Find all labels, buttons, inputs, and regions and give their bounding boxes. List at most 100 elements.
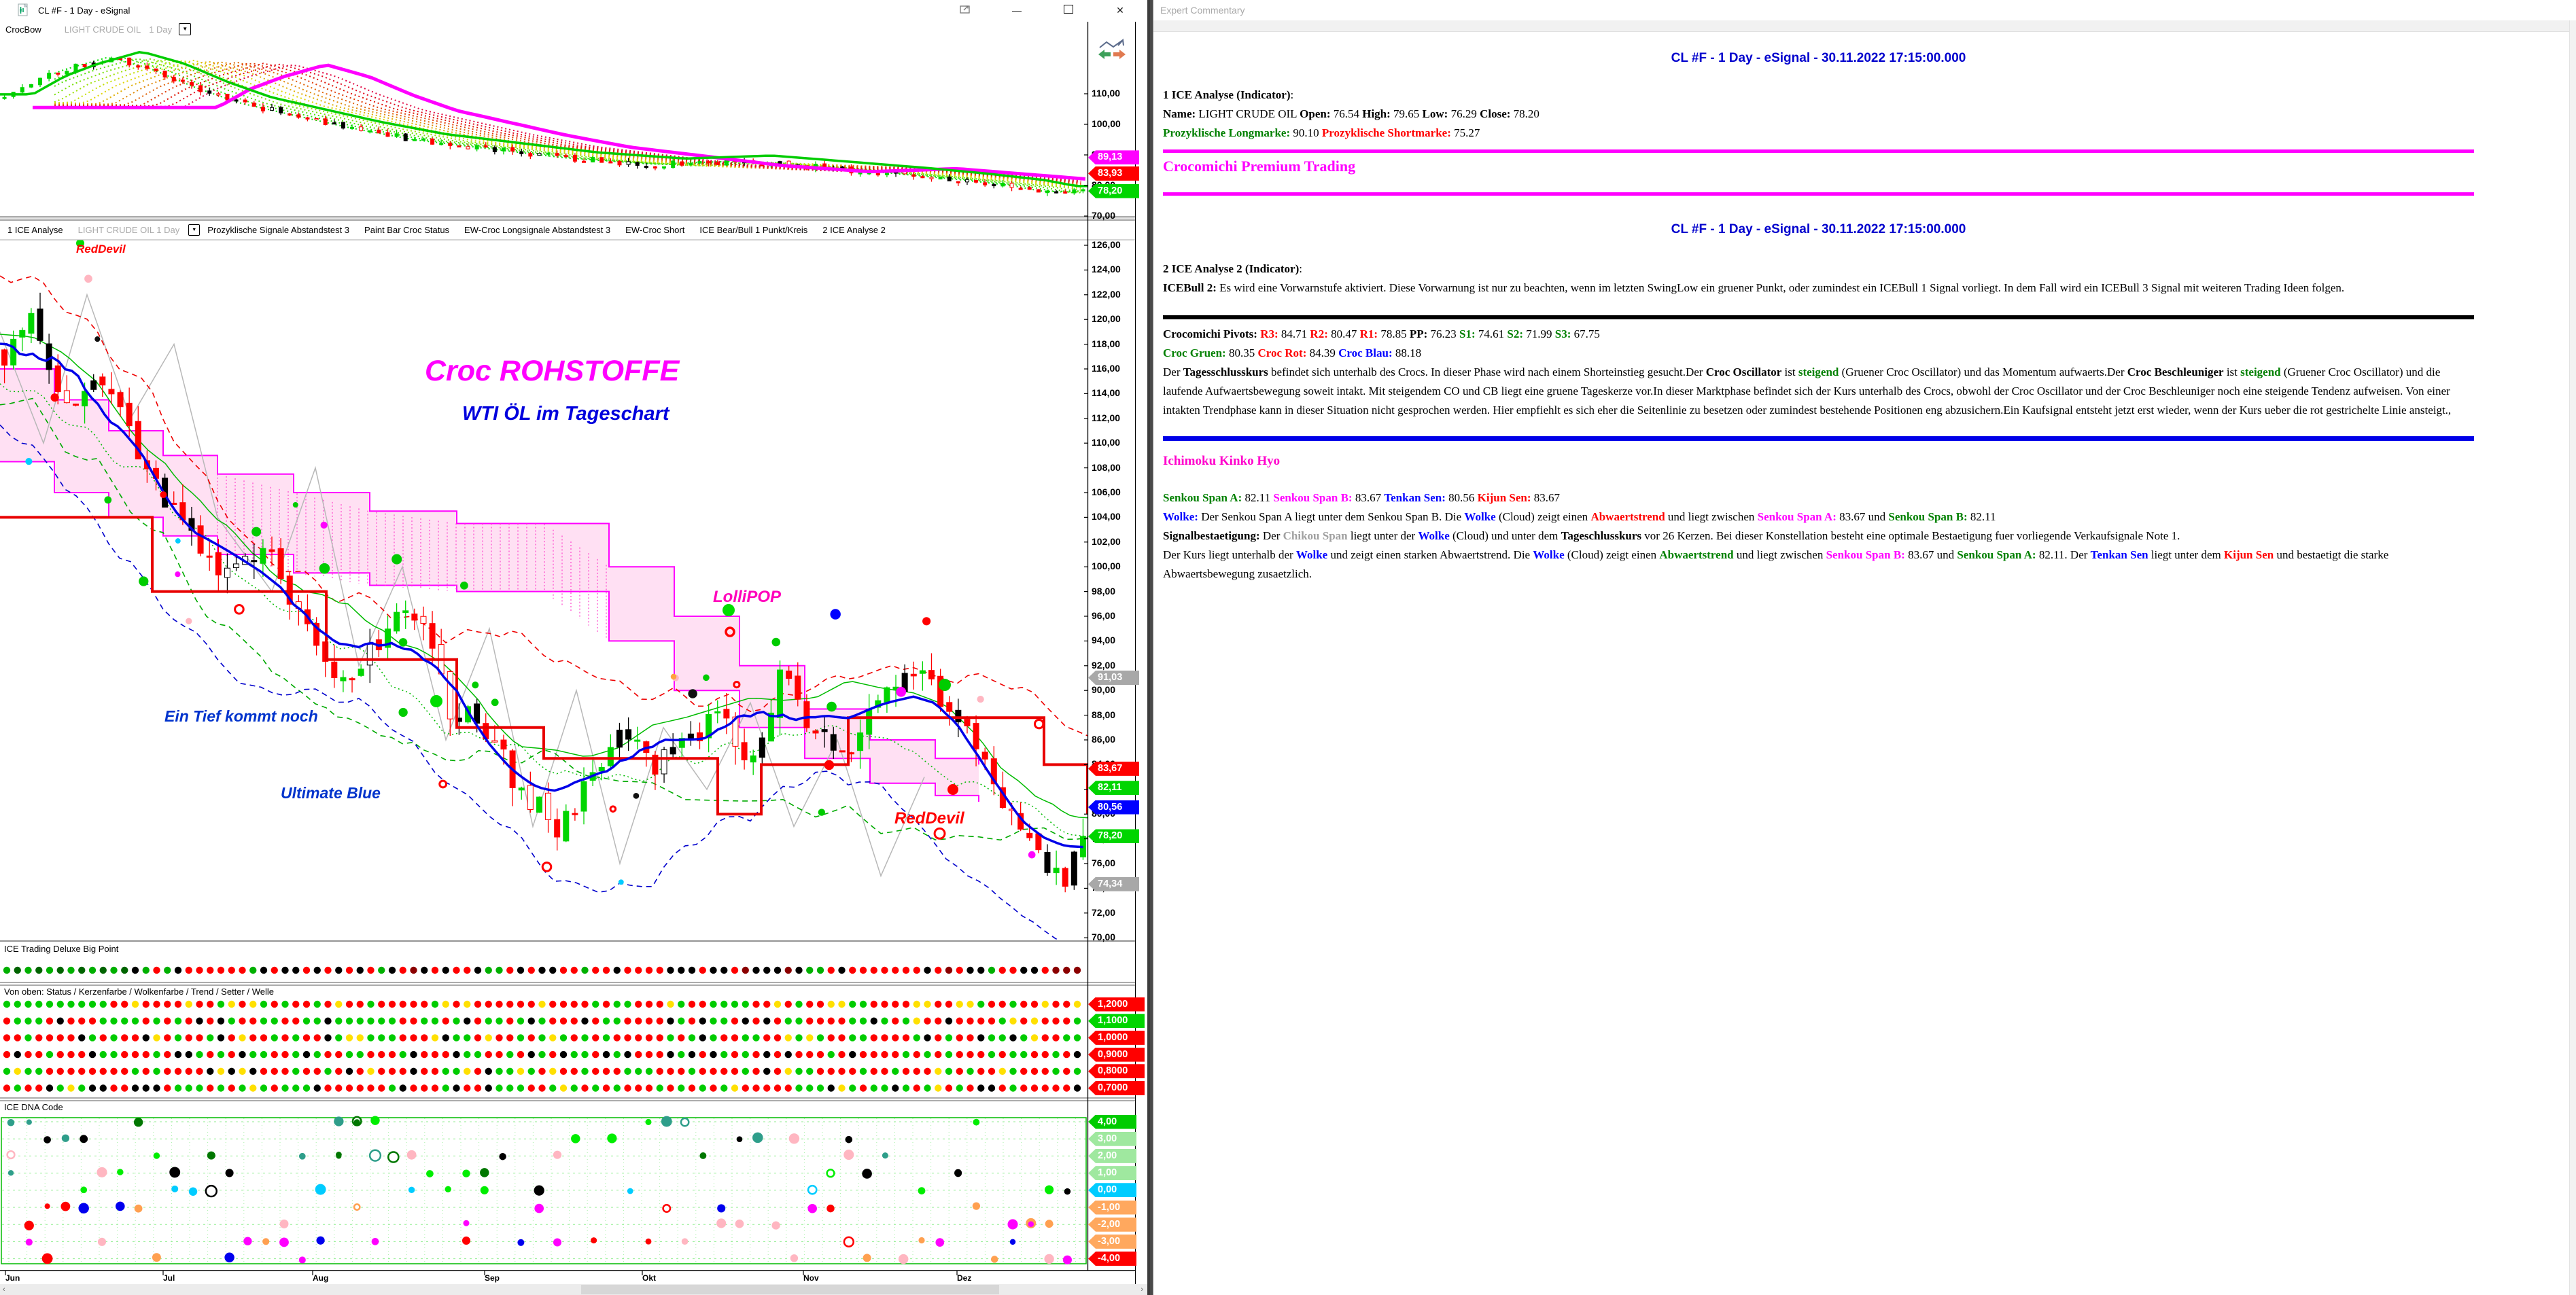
tab-ew-croc-short[interactable]: EW-Croc Short	[625, 225, 685, 235]
main-chart	[0, 240, 1087, 941]
chart-annotation: Ein Tief kommt noch	[164, 707, 318, 725]
tab-ew-croc-longsignale-abstandstest-3[interactable]: EW-Croc Longsignale Abstandstest 3	[464, 225, 611, 235]
minimize-button[interactable]: —	[1009, 2, 1025, 18]
axis-tick-label: 94,00	[1092, 635, 1116, 646]
scroll-right-arrow[interactable]: ›	[1141, 1285, 1143, 1294]
blue-divider	[1163, 436, 2474, 441]
axis-tick-label: 116,00	[1092, 363, 1121, 374]
tab-prozyklische-signale-abstandstest-3[interactable]: Prozyklische Signale Abstandstest 3	[207, 225, 350, 235]
price-badge: 2,00	[1088, 1148, 1136, 1163]
scrollbar-thumb[interactable]	[581, 1285, 999, 1294]
tab-1-ice-analyse[interactable]: 1 ICE Analyse	[7, 225, 63, 235]
chart-annotation: RedDevil	[894, 809, 965, 828]
von-oben-dot-row	[3, 1034, 1081, 1042]
scroll-left-arrow[interactable]: ‹	[3, 1285, 5, 1294]
chart-window-title: CL #F - 1 Day - eSignal	[38, 5, 130, 16]
axis-tick-label: 118,00	[1092, 338, 1121, 349]
price-badge: 0,9000	[1088, 1047, 1145, 1062]
price-badge: 1,0000	[1088, 1030, 1145, 1045]
chart-annotation: LolliPOP	[713, 588, 782, 606]
ice2-title: 2 ICE Analyse 2 (Indicator):	[1163, 262, 1302, 275]
premium-title: Crocomichi Premium Trading	[1163, 158, 1356, 175]
month-label-nov: Nov	[803, 1273, 819, 1283]
axis-tick-label: 102,00	[1092, 535, 1121, 547]
commentary-content: CL #F - 1 Day - eSignal - 30.11.2022 17:…	[1153, 31, 2576, 584]
close-button[interactable]: ✕	[1112, 2, 1128, 18]
price-badge: 82,11	[1088, 781, 1139, 796]
price-badge: 83,67	[1088, 761, 1139, 776]
magenta-divider-2	[1163, 192, 2474, 196]
axis-tick-label: 106,00	[1092, 486, 1121, 497]
axis-tick-label: 124,00	[1092, 264, 1121, 275]
icebull-paragraph: ICEBull 2: Es wird eine Vorwarnstufe akt…	[1163, 281, 2345, 294]
axis-tick-label: 112,00	[1092, 412, 1121, 423]
month-label-aug: Aug	[313, 1273, 329, 1283]
von-oben-dot-row	[3, 1017, 1081, 1025]
price-badge: -3,00	[1088, 1234, 1136, 1249]
popout-button[interactable]	[957, 2, 973, 18]
von-oben-dot-row	[3, 1084, 1081, 1092]
price-badge: 1,2000	[1088, 997, 1145, 1012]
horizontal-scrollbar[interactable]: ‹ ›	[0, 1284, 1147, 1295]
tab-ice-bear-bull-1-punkt-kreis[interactable]: ICE Bear/Bull 1 Punkt/Kreis	[699, 225, 808, 235]
price-badge: 80,56	[1088, 800, 1139, 815]
marke-line: Prozyklische Longmarke: 90.10 Prozyklisc…	[1163, 126, 1480, 139]
commentary-toolbar	[1153, 20, 2576, 32]
axis-tick-label: 126,00	[1092, 239, 1121, 250]
axis-tick-label: 76,00	[1092, 857, 1116, 868]
price-badge: 83,93	[1088, 166, 1139, 181]
chart-annotation: RedDevil	[76, 243, 126, 255]
interval-dropdown[interactable]: ▼	[179, 23, 192, 35]
axis-tick-label: 88,00	[1092, 709, 1116, 720]
axis-tick-label: 92,00	[1092, 659, 1116, 671]
price-badge: 0,00	[1088, 1183, 1136, 1198]
indicator-tab-row: 1 ICE Analyse LIGHT CRUDE OIL 1 Day ▼ Prozy…	[0, 221, 1086, 239]
axis-tick-label: 70,00	[1092, 210, 1116, 221]
maximize-button[interactable]	[1060, 2, 1077, 18]
price-badge: -4,00	[1088, 1252, 1136, 1266]
black-divider	[1163, 315, 2474, 319]
tab-2-ice-analyse-2[interactable]: 2 ICE Analyse 2	[822, 225, 886, 235]
price-badge: 1,00	[1088, 1166, 1136, 1181]
magenta-divider-1	[1163, 149, 2474, 153]
chart-annotation: Croc ROHSTOFFE	[425, 355, 680, 387]
crocbow-indicator-label: CrocBow	[5, 24, 41, 35]
month-label-jul: Jul	[163, 1273, 175, 1283]
commentary-header-2: CL #F - 1 Day - eSignal - 30.11.2022 17:…	[1671, 222, 1966, 236]
commentary-titlebar: Expert Commentary	[1153, 0, 2576, 20]
price-badge: 4,00	[1088, 1114, 1136, 1129]
tab-light-crude-oil-1-day[interactable]: LIGHT CRUDE OIL 1 Day	[77, 225, 180, 235]
croc-levels-line: Croc Gruen: 80.35 Croc Rot: 84.39 Croc B…	[1163, 347, 1422, 359]
commentary-title: Expert Commentary	[1160, 5, 1245, 16]
axis-tick-label: 96,00	[1092, 610, 1116, 621]
price-badge: 89,13	[1088, 150, 1139, 165]
senkou-line: Senkou Span A: 82.11 Senkou Span B: 83.6…	[1163, 491, 1561, 504]
axis-tick-label: 100,00	[1092, 561, 1121, 572]
chart-canvas: RedDevil Croc ROHSTOFFE WTI ÖL im Tagescha…	[0, 22, 1136, 1284]
month-label-okt: Okt	[642, 1273, 657, 1283]
month-label-jun: Jun	[5, 1273, 20, 1283]
price-badge: 0,7000	[1088, 1081, 1145, 1095]
price-badge: -2,00	[1088, 1217, 1136, 1232]
symbol-dropdown[interactable]: ▼	[188, 224, 201, 236]
wolke-paragraph: Wolke: Der Senkou Span A liegt unter dem…	[1163, 510, 1996, 523]
von-oben-dot-row	[3, 1067, 1081, 1076]
big-point-label: ICE Trading Deluxe Big Point	[4, 944, 119, 954]
chart-mode-icon[interactable]	[1096, 38, 1128, 65]
axis-tick-label: 110,00	[1092, 437, 1121, 448]
ohlc-line: Name: LIGHT CRUDE OIL Open: 76.54 High: …	[1163, 107, 1539, 120]
commentary-vertical-scrollbar[interactable]	[2569, 20, 2576, 1295]
price-badge: 1,1000	[1088, 1014, 1145, 1029]
chart-annotation: Ultimate Blue	[281, 784, 381, 802]
axis-tick-label: 110,00	[1092, 88, 1121, 99]
price-badge: 3,00	[1088, 1131, 1136, 1146]
axis-tick-label: 98,00	[1092, 585, 1116, 597]
tab-paint-bar-croc-status[interactable]: Paint Bar Croc Status	[364, 225, 450, 235]
ichimoku-title: Ichimoku Kinko Hyo	[1163, 454, 1281, 468]
price-badge: 78,20	[1088, 829, 1139, 844]
month-label-dez: Dez	[957, 1273, 972, 1283]
axis-tick-label: 108,00	[1092, 461, 1121, 473]
price-badge: 91,03	[1088, 670, 1139, 685]
axis-tick-label: 100,00	[1092, 118, 1121, 129]
